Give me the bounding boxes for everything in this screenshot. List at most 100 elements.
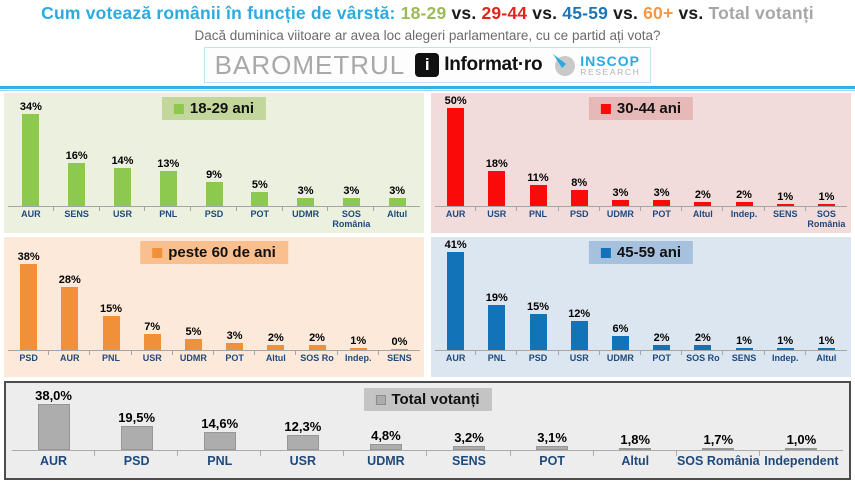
informat-ro-logo: i Informat·ro (415, 53, 543, 77)
chart-column: 19,5% (95, 410, 178, 450)
category-label: PNL (517, 207, 559, 230)
chart-column: 5% (237, 179, 283, 206)
category-label: PNL (145, 207, 191, 230)
category-axis: AUR PSD PNL USR UDMR SENS POT Altul SOS România I… (12, 451, 843, 468)
value-label: 18% (485, 158, 508, 170)
bar (297, 198, 315, 206)
legend-label: peste 60 de ani (168, 244, 276, 261)
value-label: 28% (58, 274, 81, 286)
bar (702, 448, 735, 450)
legend-label: 45-59 ani (616, 244, 682, 261)
chart-column: 2% (682, 189, 723, 206)
bar (388, 198, 406, 206)
category-label: UDMR (283, 207, 329, 230)
category-label: Altul (816, 353, 837, 363)
title-segment: vs. (673, 3, 709, 23)
chart-column: 4,8% (344, 428, 427, 450)
value-label: 1% (818, 335, 835, 347)
value-label: 41% (444, 239, 467, 251)
value-label: 1% (736, 335, 752, 347)
bar (694, 345, 712, 350)
bar (776, 348, 794, 350)
logo-box: BAROMETRUL i Informat·ro INSCOP RESEARCH (203, 47, 652, 83)
category-label: Indep. (723, 207, 765, 230)
legend-60-plus: peste 60 de ani (140, 241, 288, 264)
chart-18-29: 18-29 ani 34% 16% 14% 13% 9% 5% 3% 3% 3% AUR SENS… (4, 93, 424, 233)
bar (120, 426, 153, 450)
value-label: 38% (17, 251, 40, 263)
chart-column: 1% (723, 335, 764, 350)
chart-column: 3% (328, 185, 374, 206)
barometrul-wordmark: BAROMETRUL (214, 49, 406, 80)
bar (143, 334, 161, 350)
value-label: 2% (694, 189, 711, 201)
category-label: AUR (435, 207, 477, 230)
bar (447, 108, 465, 206)
category-label: PSD (517, 351, 559, 363)
category-label: USR (559, 351, 601, 363)
category-label: POT (511, 451, 594, 468)
category-label: POT (214, 351, 256, 363)
value-label: 12% (568, 308, 591, 320)
category-label: SOS Ro (682, 351, 724, 363)
value-label: 19,5% (118, 410, 156, 425)
chart-column: 16% (54, 150, 100, 206)
title-segment: 45-59 (562, 3, 609, 23)
bar (61, 287, 79, 350)
legend-30-44: 30-44 ani (588, 97, 694, 120)
chart-column: 12,3% (261, 419, 344, 450)
chart-column: 2% (682, 332, 723, 350)
value-label: 1% (350, 335, 367, 347)
value-label: 0% (391, 336, 408, 348)
bar (369, 444, 402, 450)
value-label: 14,6% (201, 416, 239, 431)
category-label: POT (641, 351, 683, 363)
category-label: Altul (682, 207, 724, 230)
value-label: 2% (309, 332, 325, 344)
chart-column: 8% (559, 177, 600, 206)
category-label: USR (132, 351, 174, 363)
value-label: 8% (571, 177, 588, 189)
bar (488, 171, 506, 206)
bar (817, 348, 835, 350)
bar (205, 182, 223, 206)
bar (735, 348, 753, 350)
chart-column: 13% (145, 158, 191, 206)
bar (653, 200, 671, 206)
chart-column: 1% (806, 191, 847, 206)
value-label: 15% (526, 301, 550, 313)
inscop-wordmark: INSCOP RESEARCH (580, 52, 641, 77)
legend-swatch (600, 103, 611, 114)
chart-column: 2% (641, 332, 682, 350)
informat-ro-icon: i (415, 53, 440, 77)
chart-60-plus: peste 60 de ani 38% 28% 15% 7% 5% 3% 2% 2% 1% 0% … (4, 237, 424, 377)
category-label: SOS România (328, 207, 375, 230)
value-label: 13% (157, 158, 180, 170)
chart-column: 3,1% (511, 430, 594, 450)
chart-column: 14,6% (178, 416, 261, 450)
bar (20, 264, 38, 350)
category-label: Indep. (338, 351, 380, 363)
bar (570, 190, 588, 206)
category-label: POT (641, 207, 683, 230)
bar (776, 204, 794, 206)
chart-column: 38% (8, 251, 49, 350)
category-label: SENS (54, 207, 100, 230)
value-label: 5% (185, 326, 202, 338)
category-label: SENS (723, 351, 765, 363)
value-label: 2% (736, 189, 752, 201)
chart-column: 14% (100, 155, 146, 206)
value-label: 3,2% (454, 430, 484, 445)
title-segment: vs. (608, 3, 644, 23)
chart-column: 3% (374, 185, 420, 206)
bar (785, 448, 818, 450)
chart-column: 2% (255, 332, 296, 350)
chart-column: 12% (559, 308, 600, 350)
chart-column: 19% (476, 292, 517, 350)
category-label: PSD (8, 351, 50, 363)
chart-column: 7% (132, 321, 173, 350)
title-segment: Cum votează românii în funcție de vârstă… (41, 3, 401, 23)
category-label: SENS (427, 451, 511, 468)
bar (251, 192, 269, 206)
chart-column: 18% (476, 158, 517, 206)
